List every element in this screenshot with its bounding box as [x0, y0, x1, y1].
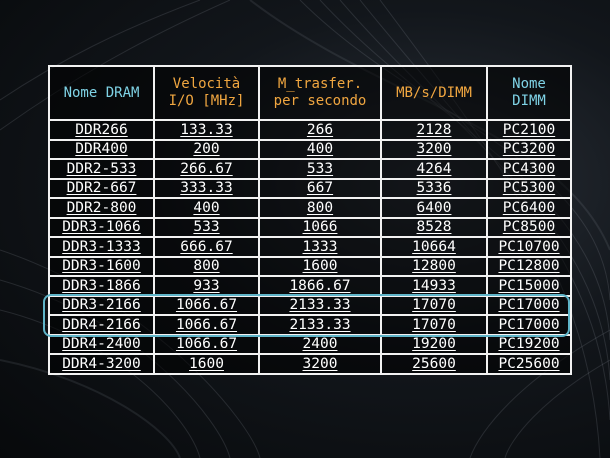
cell-io-speed: 200	[153, 138, 260, 160]
cell-mbs-dimm: 17070	[380, 294, 488, 316]
cell-mbs-dimm: 2128	[380, 119, 488, 141]
cell-io-speed: 533	[153, 216, 260, 238]
header-line: Nome DRAM	[63, 84, 140, 101]
cell-transfers: 1866.67	[258, 275, 382, 297]
cell-dimm-name: PC6400	[486, 197, 572, 219]
header-line: I/O [MHz]	[168, 93, 245, 109]
table-row: DDR4-2400 1066.67 2400 19200 PC19200	[48, 333, 572, 355]
cell-transfers: 1066	[258, 216, 382, 238]
cell-dimm-name: PC17000	[486, 294, 572, 316]
cell-mbs-dimm: 14933	[380, 275, 488, 297]
cell-mbs-dimm: 25600	[380, 353, 488, 375]
cell-dram-name: DDR400	[48, 138, 155, 160]
cell-io-speed: 1600	[153, 353, 260, 375]
table-row: DDR3-2166 1066.67 2133.33 17070 PC17000	[48, 294, 572, 316]
cell-dram-name: DDR2-533	[48, 158, 155, 180]
header-mbs-dimm: MB/s/DIMM	[380, 65, 488, 121]
cell-transfers: 2400	[258, 333, 382, 355]
cell-io-speed: 333.33	[153, 177, 260, 199]
header-line: per secondo	[273, 93, 367, 109]
table-body: DDR266 133.33 266 2128 PC2100 DDR400 200 400 320…	[48, 119, 572, 375]
table-row: DDR2-800 400 800 6400 PC6400	[48, 197, 572, 219]
header-row: Nome DRAM Velocità I/O [MHz] M_trasfer. per …	[48, 65, 572, 121]
cell-dimm-name: PC12800	[486, 255, 572, 277]
cell-io-speed: 1066.67	[153, 314, 260, 336]
header-line: M_trasfer.	[277, 76, 363, 92]
cell-io-speed: 800	[153, 255, 260, 277]
cell-dram-name: DDR3-1866	[48, 275, 155, 297]
cell-dimm-name: PC2100	[486, 119, 572, 141]
cell-dimm-name: PC10700	[486, 236, 572, 258]
table-row: DDR3-1866 933 1866.67 14933 PC15000	[48, 275, 572, 297]
header-line: DIMM	[512, 93, 546, 109]
table-row: DDR3-1600 800 1600 12800 PC12800	[48, 255, 572, 277]
table-row: DDR4-2166 1066.67 2133.33 17070 PC17000	[48, 314, 572, 336]
header-line: MB/s/DIMM	[396, 84, 472, 101]
cell-dimm-name: PC4300	[486, 158, 572, 180]
cell-transfers: 667	[258, 177, 382, 199]
dram-table: Nome DRAM Velocità I/O [MHz] M_trasfer. per …	[48, 65, 572, 375]
cell-mbs-dimm: 5336	[380, 177, 488, 199]
table-row: DDR2-533 266.67 533 4264 PC4300	[48, 158, 572, 180]
cell-io-speed: 666.67	[153, 236, 260, 258]
cell-mbs-dimm: 17070	[380, 314, 488, 336]
cell-mbs-dimm: 10664	[380, 236, 488, 258]
header-velocita-io: Velocità I/O [MHz]	[153, 65, 260, 121]
header-mtrasfer: M_trasfer. per secondo	[258, 65, 382, 121]
header-line: Velocità	[172, 76, 241, 92]
cell-dimm-name: PC8500	[486, 216, 572, 238]
cell-transfers: 400	[258, 138, 382, 160]
table-row: DDR266 133.33 266 2128 PC2100	[48, 119, 572, 141]
table-row: DDR4-3200 1600 3200 25600 PC25600	[48, 353, 572, 375]
cell-dimm-name: PC3200	[486, 138, 572, 160]
cell-transfers: 533	[258, 158, 382, 180]
cell-dram-name: DDR4-2166	[48, 314, 155, 336]
cell-io-speed: 266.67	[153, 158, 260, 180]
cell-io-speed: 933	[153, 275, 260, 297]
cell-dram-name: DDR266	[48, 119, 155, 141]
header-line: Nome	[512, 76, 546, 92]
cell-transfers: 3200	[258, 353, 382, 375]
cell-dimm-name: PC19200	[486, 333, 572, 355]
cell-dram-name: DDR2-667	[48, 177, 155, 199]
table-row: DDR3-1333 666.67 1333 10664 PC10700	[48, 236, 572, 258]
cell-dram-name: DDR3-1066	[48, 216, 155, 238]
cell-dimm-name: PC25600	[486, 353, 572, 375]
table-row: DDR400 200 400 3200 PC3200	[48, 138, 572, 160]
cell-mbs-dimm: 6400	[380, 197, 488, 219]
cell-io-speed: 1066.67	[153, 333, 260, 355]
cell-transfers: 800	[258, 197, 382, 219]
cell-dimm-name: PC17000	[486, 314, 572, 336]
cell-dram-name: DDR3-1333	[48, 236, 155, 258]
cell-transfers: 2133.33	[258, 314, 382, 336]
cell-mbs-dimm: 4264	[380, 158, 488, 180]
cell-dram-name: DDR3-1600	[48, 255, 155, 277]
cell-dram-name: DDR2-800	[48, 197, 155, 219]
header-nome-dimm: Nome DIMM	[486, 65, 572, 121]
cell-mbs-dimm: 8528	[380, 216, 488, 238]
cell-dimm-name: PC15000	[486, 275, 572, 297]
cell-io-speed: 400	[153, 197, 260, 219]
cell-mbs-dimm: 12800	[380, 255, 488, 277]
cell-transfers: 266	[258, 119, 382, 141]
table-row: DDR2-667 333.33 667 5336 PC5300	[48, 177, 572, 199]
cell-dimm-name: PC5300	[486, 177, 572, 199]
cell-transfers: 1333	[258, 236, 382, 258]
table-row: DDR3-1066 533 1066 8528 PC8500	[48, 216, 572, 238]
header-nome-dram: Nome DRAM	[48, 65, 155, 121]
cell-dram-name: DDR3-2166	[48, 294, 155, 316]
cell-mbs-dimm: 19200	[380, 333, 488, 355]
cell-io-speed: 1066.67	[153, 294, 260, 316]
cell-dram-name: DDR4-2400	[48, 333, 155, 355]
cell-transfers: 1600	[258, 255, 382, 277]
cell-mbs-dimm: 3200	[380, 138, 488, 160]
cell-io-speed: 133.33	[153, 119, 260, 141]
cell-dram-name: DDR4-3200	[48, 353, 155, 375]
cell-transfers: 2133.33	[258, 294, 382, 316]
